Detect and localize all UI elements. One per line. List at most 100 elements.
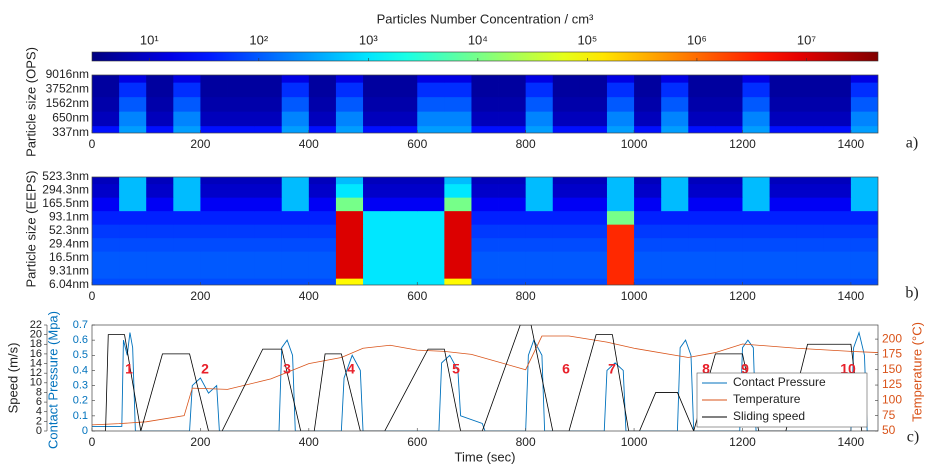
heatmap-cell [796,251,825,266]
heatmap-cell [661,82,689,98]
y2-tick-label: 150 [882,362,902,376]
y3-tick-label: 0.2 [73,395,88,407]
y-tick-label: 3752nm [46,82,89,96]
heatmap-cell [417,125,445,133]
heatmap-cell [796,125,825,133]
heatmap-cell [308,111,337,127]
annotation: 5 [452,361,460,377]
heatmap-cell [146,210,174,225]
heatmap-cell [715,251,743,266]
heatmap-cell [281,177,310,185]
heatmap-cell [308,75,337,83]
heatmap-cell [173,82,201,98]
heatmap-cell [92,210,120,225]
heatmap-cell [281,251,310,266]
y-tick-label: 16.5nm [49,250,89,264]
x-tick-label: 400 [299,435,319,449]
heatmap-cell [200,125,228,133]
x-tick-label: 1000 [621,289,648,303]
plot-area [92,325,878,431]
colorbar [91,51,879,62]
heatmap-cell [769,197,798,212]
x-tick-label: 600 [407,435,427,449]
series-line [92,330,878,431]
heatmap-cell [92,111,120,127]
x-tick-label: 0 [89,435,96,449]
heatmap-cell [254,125,283,133]
heatmap-cell [498,75,527,83]
y-tick-label: 523.3nm [42,169,89,183]
heatmap-cell [769,224,798,239]
heatmap-cell [525,197,554,212]
heatmap-cell [850,237,878,252]
plot-frame [91,74,879,134]
heatmap-cell [715,210,743,225]
heatmap-cell [281,183,310,198]
heatmap-cell [119,177,147,185]
heatmap-cell [769,278,798,285]
heatmap-cell [444,111,472,127]
heatmap-cell [715,278,743,285]
heatmap-cell [227,264,256,279]
heatmap-cell [498,111,527,127]
heatmap-cell [417,75,445,83]
heatmap-cell [254,264,283,279]
heatmap-cell [471,210,499,225]
heatmap-cell [417,210,445,225]
heatmap-cell [444,197,472,212]
heatmap-cell [498,82,527,98]
heatmap-cell [661,197,689,212]
heatmap-cell [390,264,418,279]
heatmap-cell [200,210,228,225]
heatmap-cell [552,111,581,127]
heatmap-cell [308,183,337,198]
y3-tick-label: 0.4 [73,364,88,376]
heatmap-cell [227,75,256,83]
legend-label: Sliding speed [733,409,805,423]
heatmap-cell [173,177,201,185]
heatmap-cell [661,96,689,112]
heatmap-cell [173,251,201,266]
heatmap-cell [606,183,635,198]
heatmap-cell [715,197,743,212]
y-tick-label: 4 [36,406,42,418]
heatmap-cell [444,224,472,239]
heatmap-cell [498,197,527,212]
heatmap-cell [119,197,147,212]
heatmap-cell [634,183,662,198]
heatmap-cell [606,82,635,98]
plot-area [92,75,878,133]
heatmap-cell [634,111,662,127]
heatmap-cell [173,111,201,127]
heatmap-cell [254,210,283,225]
heatmap-cell [498,251,527,266]
heatmap-cell [227,125,256,133]
heatmap-cell [363,177,391,185]
heatmap-cell [146,224,174,239]
heatmap-cell [715,177,743,185]
y-tick-label: 6.04nm [49,277,89,291]
heatmap-cell [606,96,635,112]
heatmap-cell [579,125,608,133]
heatmap-cell [146,96,174,112]
x-tick-label: 0 [89,289,96,303]
heatmap-cell [281,82,310,98]
heatmap-cell [335,251,364,266]
heatmap-cell [634,177,662,185]
heatmap-cell [444,96,472,112]
annotation: 9 [741,361,749,377]
heatmap-cell [552,75,581,83]
heatmap-cell [742,82,770,98]
heatmap-cell [390,183,418,198]
heatmap-cell [850,224,878,239]
heatmap-cell [200,183,228,198]
y-tick-label: 52.3nm [49,223,89,237]
heatmap-cell [146,177,174,185]
heatmap-cell [281,278,310,285]
heatmap-cell [119,111,147,127]
heatmap-cell [769,237,798,252]
heatmap-cell [173,96,201,112]
heatmap-cell [146,183,174,198]
heatmap-cell [92,278,120,285]
heatmap-cell [552,210,581,225]
